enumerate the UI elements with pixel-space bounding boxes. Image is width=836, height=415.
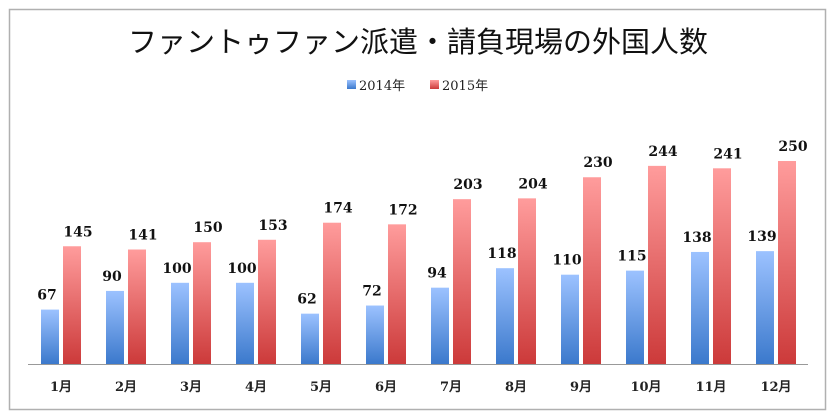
x-tick-label: 10月 [630, 380, 661, 395]
data-label: 204 [518, 176, 547, 192]
bar-2015年-2月 [128, 249, 146, 364]
x-tick-label: 7月 [440, 380, 462, 395]
bar-2015年-12月 [778, 161, 796, 364]
chart-title: ファントゥファン派遣・請負現場の外国人数 [128, 25, 708, 59]
data-label: 67 [37, 288, 56, 304]
x-tick-label: 4月 [245, 380, 267, 395]
x-tick-labels: 1月 2月 3月 4月 5月 6月 7月 8月 9月 10月 11月 12月 [50, 380, 792, 395]
data-label: 153 [258, 218, 287, 234]
data-label: 139 [747, 229, 776, 245]
data-label: 230 [583, 155, 612, 171]
legend-swatch [430, 80, 439, 89]
x-tick-label: 1月 [50, 380, 72, 395]
data-label: 174 [323, 201, 352, 217]
x-tick-label: 5月 [310, 380, 332, 395]
bar-2014年-1月 [41, 309, 59, 364]
x-tick-label: 9月 [570, 380, 592, 395]
legend-label: 2014年 [359, 79, 405, 94]
x-tick-label: 11月 [695, 380, 726, 395]
bar-2014年-5月 [301, 313, 319, 364]
x-tick-label: 2月 [115, 380, 137, 395]
data-label: 62 [297, 292, 316, 308]
data-label: 110 [552, 253, 581, 269]
bar-2014年-10月 [626, 270, 644, 364]
bars: 67 145 90 141 100 150 100 153 62 174 72 172 94 203 118… [37, 139, 808, 364]
data-label: 115 [617, 249, 646, 265]
data-label: 203 [453, 177, 482, 193]
data-label: 250 [778, 139, 807, 155]
legend-swatch [347, 80, 356, 89]
data-label: 72 [362, 284, 381, 300]
data-label: 244 [648, 144, 677, 160]
data-label: 145 [63, 224, 92, 240]
data-label: 138 [682, 230, 711, 246]
bar-2015年-11月 [713, 168, 731, 364]
data-label: 100 [162, 261, 191, 277]
bar-2014年-11月 [691, 251, 709, 364]
data-label: 241 [713, 146, 742, 162]
bar-2014年-3月 [171, 282, 189, 364]
bar-2015年-5月 [323, 222, 341, 364]
bar-2014年-8月 [496, 268, 514, 364]
bar-2015年-1月 [63, 246, 81, 364]
bar-2014年-7月 [431, 287, 449, 364]
data-label: 90 [102, 269, 122, 285]
bar-2015年-6月 [388, 224, 406, 364]
bar-2015年-10月 [648, 165, 666, 364]
bar-2015年-8月 [518, 198, 536, 364]
x-tick-label: 3月 [180, 380, 202, 395]
data-label: 141 [128, 228, 157, 244]
bar-2014年-12月 [756, 251, 774, 364]
x-tick-label: 6月 [375, 380, 397, 395]
x-tick-label: 12月 [760, 380, 791, 395]
data-label: 172 [388, 202, 417, 218]
data-label: 118 [487, 246, 516, 262]
data-label: 100 [227, 261, 256, 277]
bar-2014年-2月 [106, 290, 124, 364]
data-label: 94 [427, 266, 447, 282]
legend: 2014年 2015年 [347, 79, 488, 94]
bar-2014年-9月 [561, 274, 579, 364]
bar-2014年-6月 [366, 305, 384, 364]
bar-2015年-7月 [453, 199, 471, 364]
legend-label: 2015年 [442, 79, 488, 94]
bar-2014年-4月 [236, 282, 254, 364]
bar-2015年-9月 [583, 177, 601, 364]
bar-2015年-3月 [193, 242, 211, 364]
bar-2015年-4月 [258, 239, 276, 364]
data-label: 150 [193, 220, 222, 236]
x-tick-label: 8月 [505, 380, 527, 395]
